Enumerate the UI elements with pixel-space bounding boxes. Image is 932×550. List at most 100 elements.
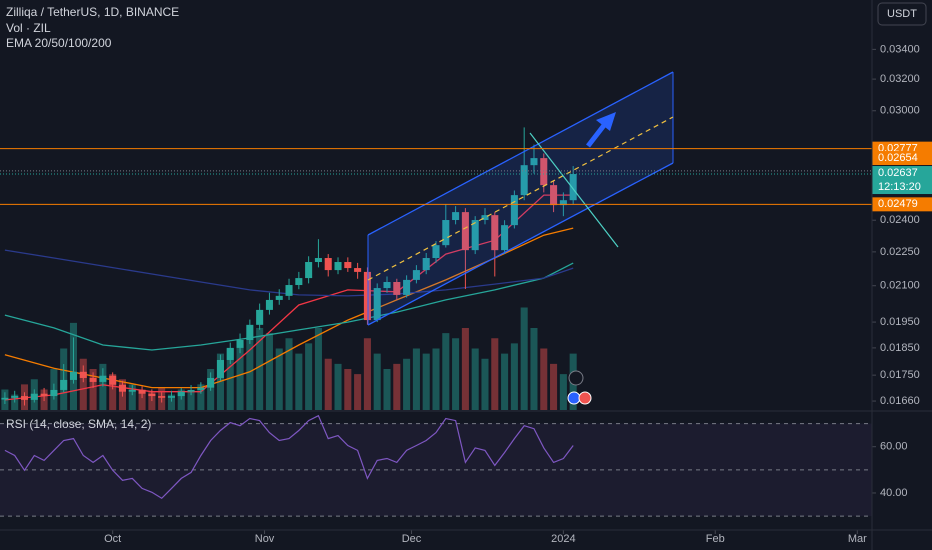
volume-bar <box>295 353 303 410</box>
volume-bar <box>128 384 136 410</box>
y-tick-label: 0.02400 <box>880 214 920 226</box>
y-tick-label: 0.01950 <box>880 316 920 328</box>
arrow-shaft <box>586 122 607 148</box>
candle-body <box>432 245 440 259</box>
volume-bar <box>393 363 401 410</box>
price-marker-box <box>872 166 932 195</box>
channel-upper <box>367 71 674 236</box>
volume-bar <box>314 328 322 410</box>
volume-bar <box>383 369 391 410</box>
event-icon[interactable] <box>567 391 581 405</box>
trend-line <box>529 132 619 248</box>
candle-body <box>158 396 166 398</box>
candle-body <box>216 359 224 378</box>
candle-body <box>128 389 136 392</box>
rsi-legend: RSI (14, close, SMA, 14, 2) <box>6 417 151 431</box>
volume-bar <box>452 338 460 410</box>
volume-bar <box>246 338 254 410</box>
volume-bar <box>491 338 499 410</box>
volume-bar <box>344 369 352 410</box>
y-tick-label: 40.00 <box>880 487 908 499</box>
y-tick-label: 0.01850 <box>880 342 920 354</box>
symbol-title: Zilliqa / TetherUS, 1D, BINANCE <box>6 5 179 19</box>
candle-body <box>236 340 244 348</box>
volume-bar <box>422 353 430 410</box>
candle-body <box>187 389 195 392</box>
candle-body <box>501 225 509 251</box>
volume-bar <box>324 358 332 410</box>
candle-body <box>207 377 215 388</box>
currency-button[interactable] <box>877 2 927 26</box>
candle-body <box>520 165 528 196</box>
candle-body <box>20 396 29 400</box>
volume-bar <box>373 353 381 410</box>
candle-body <box>481 215 489 221</box>
ema-line <box>4 249 574 297</box>
x-tick-label: Dec <box>402 533 422 545</box>
candle-body <box>226 347 234 360</box>
candle-body <box>79 371 87 378</box>
volume-bar <box>550 363 558 410</box>
price-marker-label: 0.02654 <box>878 152 918 164</box>
volume-bar <box>285 338 293 410</box>
candle-body <box>344 262 352 269</box>
volume-bar <box>138 389 146 410</box>
volume-bar <box>99 363 107 410</box>
volume-bar <box>412 348 420 410</box>
volume-bar <box>520 307 528 410</box>
candle-body <box>383 281 391 289</box>
volume-bar <box>530 328 538 410</box>
candle-body <box>1 397 9 400</box>
volume-bar <box>559 374 567 410</box>
price-marker-label: 0.02637 <box>878 167 918 179</box>
candle-body <box>295 278 303 286</box>
candle-body <box>324 258 332 271</box>
countdown-label: 12:13:20 <box>878 181 921 193</box>
candle-body <box>148 393 156 397</box>
x-tick-label: Mar <box>848 533 867 545</box>
candle-body <box>354 268 362 272</box>
candle-body <box>285 285 293 296</box>
y-tick-label: 60.00 <box>880 441 908 453</box>
candle-body <box>412 270 420 280</box>
volume-bar <box>354 374 362 410</box>
candle-body <box>69 371 78 380</box>
candle-body <box>89 377 97 382</box>
volume-bar <box>363 338 371 410</box>
volume-bar <box>432 348 440 410</box>
candle-body <box>569 174 577 201</box>
candle-body <box>256 309 264 325</box>
volume-bar <box>471 348 479 410</box>
candle-body <box>99 375 107 382</box>
x-tick-label: Feb <box>706 533 725 545</box>
candle-body <box>118 384 126 392</box>
candle-body <box>461 212 469 251</box>
candle-body <box>471 220 479 251</box>
y-tick-label: 0.01750 <box>880 369 920 381</box>
y-tick-label: 0.02250 <box>880 246 920 258</box>
candle-body <box>314 258 322 263</box>
rsi-line <box>4 414 574 500</box>
y-tick-label: 0.02100 <box>880 280 920 292</box>
event-icon[interactable] <box>578 391 592 405</box>
x-tick-label: Nov <box>255 533 275 545</box>
volume-legend: Vol · ZIL <box>6 21 51 35</box>
candle-body <box>334 262 342 271</box>
ema-legend: EMA 20/50/100/200 <box>6 36 112 50</box>
currency-label[interactable]: USDT <box>887 8 917 20</box>
volume-bar <box>275 348 283 410</box>
candle-body <box>138 389 146 394</box>
volume-bar <box>109 374 117 410</box>
volume-bar <box>265 333 273 410</box>
volume-bar <box>442 333 450 410</box>
candle-body <box>442 220 450 246</box>
candle-body <box>197 387 205 390</box>
candle-body <box>246 324 254 341</box>
candle-body <box>167 396 175 398</box>
channel-lower <box>367 162 674 326</box>
candle-body <box>305 262 313 279</box>
price-marker-box <box>872 151 932 166</box>
event-icon[interactable] <box>568 370 584 386</box>
